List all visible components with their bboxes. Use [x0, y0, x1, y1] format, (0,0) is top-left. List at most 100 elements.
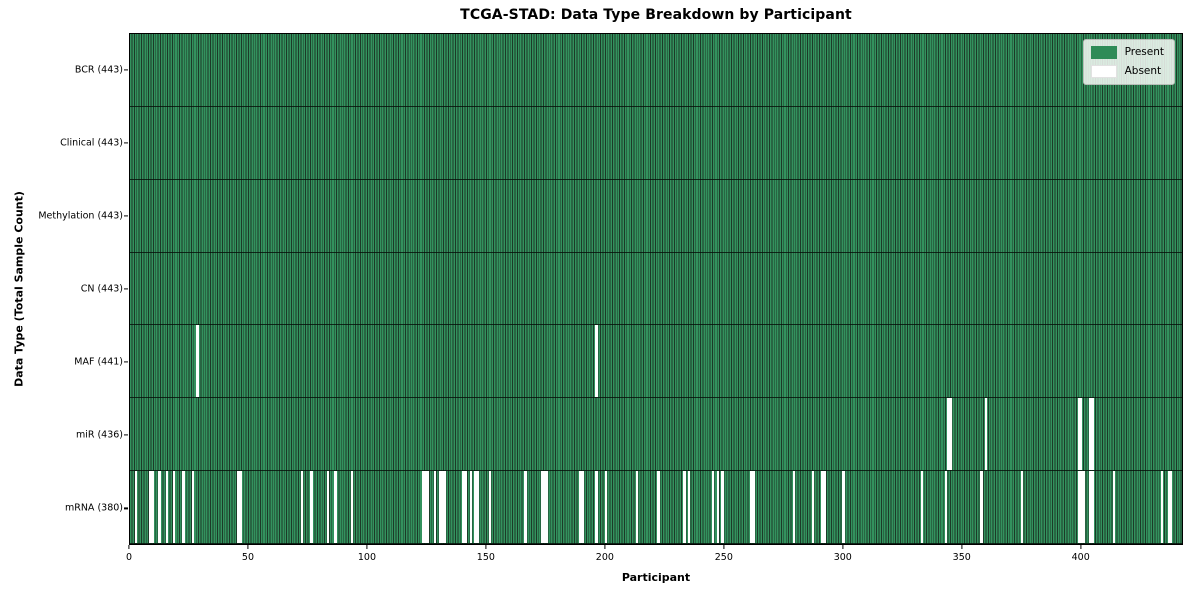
chart-title: TCGA-STAD: Data Type Breakdown by Partic…: [460, 7, 852, 23]
y-tick-label-clinical: Clinical (443): [60, 137, 123, 149]
y-tick-mark: [124, 215, 128, 217]
absent-bar: [334, 471, 337, 543]
absent-bar: [327, 471, 330, 543]
legend-entry-absent: Absent: [1090, 65, 1164, 78]
heatmap-row-clinical: [130, 107, 1182, 180]
absent-bar: [443, 471, 446, 543]
y-tick-label-mir: miR (436): [75, 429, 123, 441]
y-tick-label-methylation: Methylation (443): [38, 210, 123, 222]
absent-bar: [488, 471, 491, 543]
y-tick-mark: [124, 507, 128, 510]
x-tick-mark: [128, 545, 130, 549]
x-tick-mark: [485, 545, 487, 549]
absent-bar: [944, 471, 947, 543]
absent-bar: [811, 471, 814, 543]
x-tick-mark: [723, 545, 725, 549]
absent-bar: [657, 471, 660, 543]
legend-absent-swatch: [1090, 65, 1117, 78]
absent-bar: [422, 471, 425, 543]
x-tick-label-400: 400: [1071, 552, 1090, 563]
absent-bar: [595, 325, 598, 398]
absent-bar: [1077, 471, 1080, 543]
absent-bar: [540, 471, 544, 543]
absent-bar: [635, 471, 639, 543]
x-tick-mark: [366, 545, 368, 549]
absent-bar: [721, 471, 724, 543]
absent-bar: [543, 471, 546, 543]
absent-bar: [151, 471, 154, 543]
absent-bar: [980, 471, 983, 543]
legend-absent-label: Absent: [1124, 65, 1162, 77]
absent-bar: [1113, 471, 1116, 543]
absent-bar: [182, 471, 185, 543]
absent-bar: [462, 471, 465, 543]
legend-present-swatch: [1090, 46, 1117, 59]
heatmap-row-maf: [130, 325, 1182, 399]
x-tick-label-150: 150: [476, 552, 495, 563]
x-tick-label-0: 0: [125, 552, 133, 563]
absent-bar: [310, 471, 313, 543]
legend-present-label: Present: [1124, 46, 1164, 58]
y-tick-label-maf: MAF (441): [74, 356, 123, 368]
absent-bar: [578, 471, 582, 543]
absent-bar: [134, 471, 138, 543]
x-tick-mark: [247, 545, 249, 549]
absent-bar: [711, 471, 715, 543]
absent-bar: [1091, 471, 1095, 543]
absent-bar: [148, 471, 152, 543]
absent-bar: [1160, 471, 1163, 543]
absent-bar: [1077, 398, 1080, 471]
absent-bar: [984, 398, 988, 471]
x-tick-label-250: 250: [714, 552, 733, 563]
absent-bar: [949, 398, 952, 471]
absent-bar: [165, 471, 168, 543]
legend: Present Absent: [1082, 39, 1175, 85]
absent-bar: [1079, 471, 1083, 543]
y-tick-mark: [124, 288, 128, 290]
absent-bar: [474, 471, 477, 543]
x-tick-label-200: 200: [595, 552, 614, 563]
y-tick-label-cn: CN (443): [80, 283, 123, 295]
absent-bar: [792, 471, 795, 543]
absent-bar: [1020, 471, 1023, 543]
absent-bar: [716, 471, 719, 543]
plot-area: Present Absent: [129, 33, 1183, 545]
x-tick-label-350: 350: [952, 552, 971, 563]
absent-bar: [196, 325, 199, 398]
absent-bar: [545, 471, 548, 543]
absent-bar: [823, 471, 826, 543]
absent-bar: [752, 471, 755, 543]
absent-bar: [172, 471, 176, 543]
absent-bar: [424, 471, 427, 543]
x-tick-label-100: 100: [357, 552, 376, 563]
y-tick-mark: [124, 361, 128, 363]
heatmap-row-mrna: [130, 471, 1182, 544]
x-tick-mark: [604, 545, 606, 549]
heatmap-row-cn: [130, 253, 1182, 326]
absent-bar: [438, 471, 442, 543]
absent-bar: [683, 471, 686, 543]
absent-bar: [749, 471, 753, 543]
absent-bar: [1170, 471, 1173, 543]
absent-bar: [688, 471, 691, 543]
absent-bar: [1091, 398, 1095, 471]
absent-bar: [469, 471, 472, 543]
x-axis-title: Participant: [621, 571, 691, 584]
absent-bar: [158, 471, 161, 543]
x-tick-label-300: 300: [833, 552, 852, 563]
absent-bar: [433, 471, 437, 543]
y-tick-mark: [124, 142, 128, 144]
y-axis-title: Data Type (Total Sample Count): [12, 191, 26, 387]
absent-bar: [604, 471, 608, 543]
absent-bar: [1167, 471, 1171, 543]
absent-bar: [464, 471, 468, 543]
absent-bar: [1082, 471, 1085, 543]
y-tick-mark: [124, 434, 128, 436]
x-tick-mark: [961, 545, 963, 549]
absent-bar: [842, 471, 845, 543]
absent-bar: [236, 471, 240, 543]
heatmap-row-methylation: [130, 180, 1182, 253]
absent-bar: [1089, 398, 1092, 471]
y-tick-label-bcr: BCR (443): [74, 64, 123, 76]
